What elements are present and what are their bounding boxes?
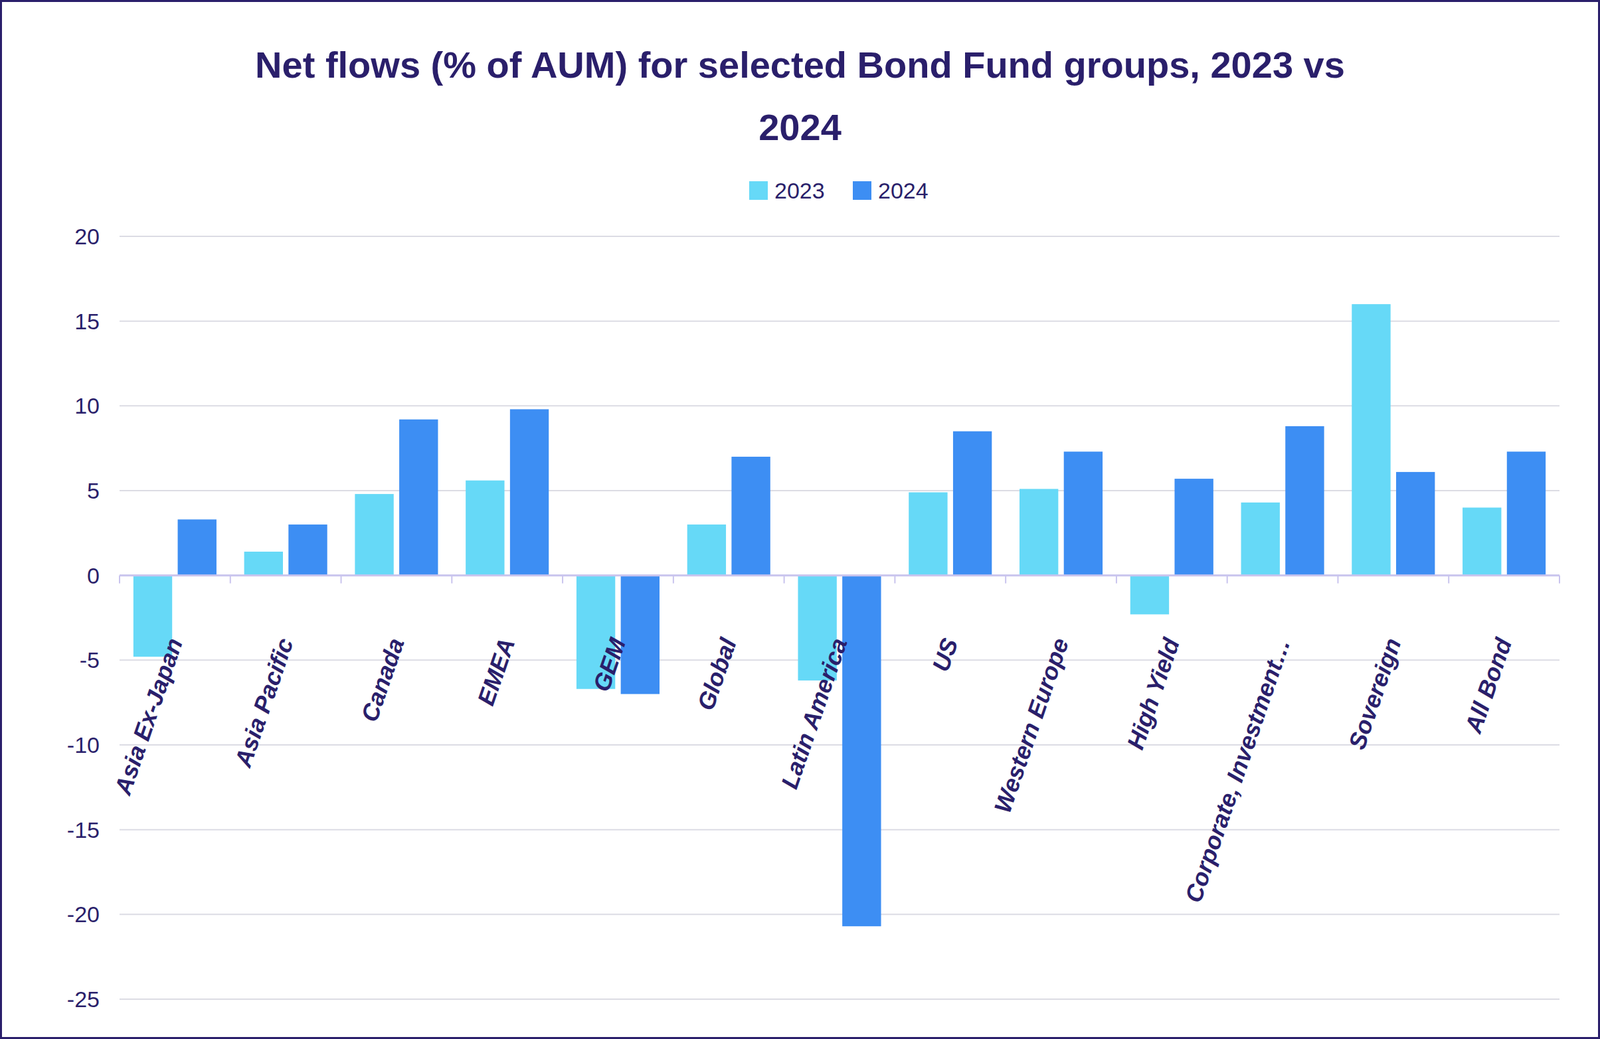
x-tick-label: Asia Pacific [229, 634, 299, 772]
bar [908, 492, 948, 576]
bar [687, 524, 726, 576]
chart-frame: Net flows (% of AUM) for selected Bond F… [0, 0, 1600, 1039]
y-tick-label: -25 [67, 986, 100, 1013]
bar [1241, 502, 1280, 576]
y-tick-label: 15 [74, 308, 100, 335]
chart-title: Net flows (% of AUM) for selected Bond F… [215, 33, 1385, 159]
bar [842, 575, 881, 928]
y-tick-label: -10 [67, 732, 100, 758]
bar [1285, 426, 1324, 576]
bar [244, 551, 283, 576]
category-separator [1558, 575, 1561, 584]
x-tick-label: Canada [355, 634, 410, 726]
x-tick-label: High Yield [1121, 634, 1185, 754]
category-separator [1447, 575, 1450, 584]
y-tick-label: 0 [87, 563, 100, 589]
y-tick-label: -5 [79, 647, 100, 673]
x-tick-label: Latin America [775, 634, 853, 793]
bar [1130, 575, 1169, 616]
grid-line [119, 235, 1560, 238]
legend: 2023 2024 [749, 177, 929, 204]
bars [133, 304, 1546, 927]
bar [288, 524, 327, 576]
x-tick-label: Global [692, 634, 743, 714]
x-tick-label: Asia Ex-Japan [108, 634, 188, 800]
bar [399, 419, 438, 576]
bar [354, 494, 394, 576]
category-separator [783, 575, 786, 584]
y-tick-label: -15 [67, 817, 100, 843]
category-separator [561, 575, 564, 584]
bar [510, 409, 549, 576]
category-separator [1115, 575, 1118, 584]
legend-swatch [749, 181, 768, 200]
bar [1507, 451, 1546, 576]
category-separator [1336, 575, 1339, 584]
category-separator [672, 575, 675, 584]
bar [465, 480, 505, 576]
x-tick-label: Western Europe [988, 634, 1074, 817]
category-separator [340, 575, 343, 584]
bar [1396, 472, 1435, 576]
category-separator [893, 575, 896, 584]
x-tick-label: EMEA [472, 634, 521, 710]
y-tick-label: -20 [67, 901, 100, 928]
bar [177, 519, 217, 576]
bar [1019, 488, 1059, 576]
bar [1462, 508, 1502, 576]
bar [953, 431, 992, 576]
category-separator [118, 575, 121, 584]
category-separator [1004, 575, 1007, 584]
category-separator [450, 575, 453, 584]
bar [1351, 304, 1391, 576]
x-tick-label: US [926, 634, 964, 676]
y-tick-label: 5 [87, 478, 100, 504]
category-separator [1226, 575, 1229, 584]
grid-line [119, 829, 1560, 831]
category-separator [229, 575, 232, 584]
x-tick-label: Corporate, Investment… [1179, 634, 1296, 907]
bar [1174, 478, 1213, 576]
legend-swatch [852, 181, 872, 200]
grid-line [119, 913, 1560, 916]
x-tick-label: GEM [587, 634, 632, 696]
y-tick-label: 20 [74, 223, 100, 250]
chart-svg: -25 -20 -15 -10 -5 0 5 10 15 20 Asia Ex-Japan Asia … [1, 1, 1599, 1038]
legend-label: 2023 [774, 177, 825, 204]
bar [621, 575, 660, 695]
grid-line [119, 575, 1560, 577]
x-tick-label: Sovereign [1342, 634, 1407, 754]
legend-label: 2024 [878, 177, 929, 204]
grid-line [119, 320, 1560, 323]
x-tick-label: All Bond [1459, 634, 1518, 738]
bar [1064, 451, 1103, 576]
zero-axis [119, 574, 1560, 577]
y-tick-label: 10 [74, 393, 100, 419]
grid-line [119, 490, 1560, 492]
grid-line [119, 998, 1560, 1001]
grid-line [119, 405, 1560, 407]
bar [731, 456, 770, 576]
